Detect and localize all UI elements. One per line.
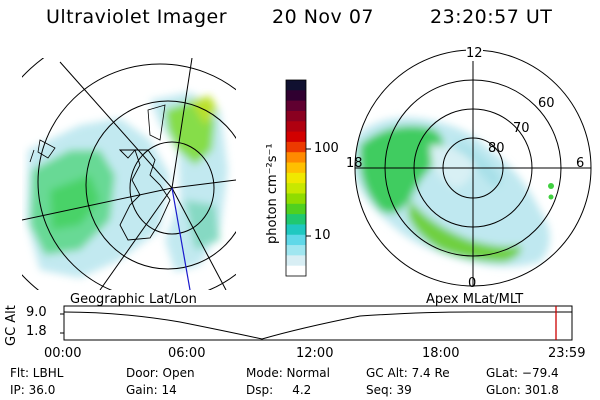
- altitude-plot: [60, 305, 573, 341]
- date-label: 20 Nov 07: [272, 6, 375, 28]
- aurora-emission-right: [355, 117, 550, 267]
- polar-map: [354, 49, 592, 287]
- time-tick-1800: 18:00: [422, 346, 460, 361]
- mlt-label-6: 6: [576, 156, 585, 171]
- altitude-ylabel: GC Alt: [4, 305, 19, 346]
- mlat-label-70: 70: [513, 121, 530, 136]
- dsp-status: Dsp: 4.2: [246, 383, 312, 397]
- colorbar-segment: [286, 255, 306, 267]
- colorbar-segment: [286, 183, 306, 195]
- altitude-curve: [63, 311, 572, 340]
- altitude-ytick-bottom: 1.8: [26, 324, 47, 339]
- time-tick-0600: 06:00: [168, 346, 206, 361]
- colorbar: [286, 80, 306, 277]
- colorbar-label-10: 10: [314, 228, 331, 243]
- time-tick-0000: 00:00: [44, 346, 82, 361]
- gain-status: Gain: 14: [126, 383, 177, 397]
- colorbar-frame: [285, 79, 307, 277]
- time-tick-1200: 12:00: [296, 346, 334, 361]
- emission-spot: [548, 183, 554, 189]
- colorbar-segment: [286, 224, 306, 236]
- colorbar-segment: [286, 265, 306, 277]
- colorbar-segment: [286, 80, 306, 91]
- glat-status: GLat: −79.4: [486, 366, 559, 380]
- colorbar-segment: [286, 100, 306, 112]
- colorbar-unit-label: photon cm⁻²s⁻¹: [265, 143, 280, 244]
- colorbar-segment: [286, 131, 306, 143]
- aurora-emission-left: [26, 92, 228, 278]
- mlt-label-0: 0: [468, 276, 477, 291]
- gc-alt-status: GC Alt: 7.4 Re: [366, 366, 450, 380]
- colorbar-segment: [286, 162, 306, 174]
- mlat-label-80: 80: [488, 141, 505, 156]
- mlt-label-18: 18: [346, 156, 363, 171]
- colorbar-segment: [286, 245, 306, 256]
- apex-caption: Apex MLat/MLT: [426, 292, 524, 307]
- emission-spot: [548, 194, 554, 200]
- glon-status: GLon: 301.8: [486, 383, 559, 397]
- time-tick-2359: 23:59: [548, 346, 586, 361]
- filter-status: Flt: LBHL: [10, 366, 64, 380]
- colorbar-segment: [286, 214, 306, 226]
- colorbar-segment: [286, 141, 306, 153]
- door-status: Door: Open: [126, 366, 195, 380]
- instrument-title: Ultraviolet Imager: [46, 6, 228, 28]
- mlt-label-12: 12: [466, 46, 483, 61]
- colorbar-label-100: 100: [314, 141, 339, 156]
- altitude-ytick-top: 9.0: [26, 305, 47, 320]
- geographic-map: [22, 58, 236, 290]
- mode-status: Mode: Normal: [246, 366, 330, 380]
- colorbar-segment: [286, 203, 306, 215]
- colorbar-segment: [286, 110, 306, 122]
- colorbar-segment: [286, 193, 306, 205]
- mlat-label-60: 60: [538, 96, 555, 111]
- time-label: 23:20:57 UT: [430, 6, 553, 28]
- colorbar-segment: [286, 121, 306, 133]
- colorbar-segment: [286, 172, 306, 184]
- colorbar-segment: [286, 90, 306, 102]
- colorbar-segment: [286, 152, 306, 164]
- geographic-caption: Geographic Lat/Lon: [70, 292, 197, 307]
- colorbar-segment: [286, 234, 306, 246]
- ip-status: IP: 36.0: [10, 383, 56, 397]
- seq-status: Seq: 39: [366, 383, 412, 397]
